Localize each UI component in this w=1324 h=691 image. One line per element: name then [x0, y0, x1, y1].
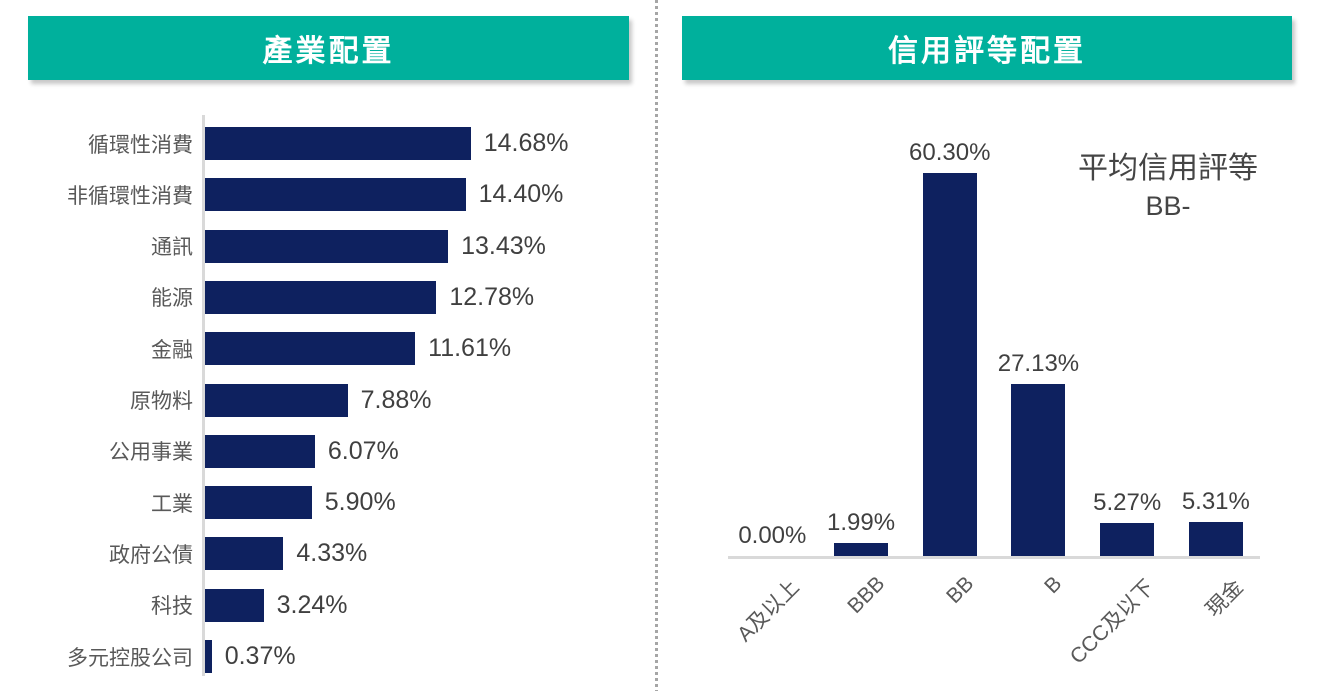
average-rating-label: 平均信用評等: [1078, 152, 1258, 185]
industry-value-label: 3.24%: [276, 590, 348, 619]
industry-bar: [205, 229, 449, 263]
industry-category-label: 工業: [151, 492, 193, 516]
rating-bar: [922, 173, 977, 556]
industry-category-label: 多元控股公司: [67, 646, 193, 670]
industry-category-label: 能源: [151, 287, 193, 311]
industry-category-label: 科技: [151, 595, 193, 619]
industry-category-label: 政府公債: [109, 543, 193, 567]
average-rating-value: BB-: [1145, 191, 1191, 221]
industry-category-label: 非循環性消費: [67, 184, 193, 208]
credit-rating-header: 信用評等配置: [682, 16, 1292, 80]
panel-divider: [655, 0, 658, 691]
industry-value-label: 0.37%: [224, 642, 296, 670]
rating-value-label: 27.13%: [997, 349, 1080, 377]
industry-value-label: 12.78%: [449, 282, 535, 311]
industry-allocation-header: 產業配置: [28, 16, 629, 80]
rating-value-label: 5.27%: [1093, 488, 1162, 516]
rating-bar: [1188, 522, 1243, 556]
industry-row: 通訊 13.43%: [0, 221, 656, 272]
industry-bar: [205, 434, 315, 468]
industry-row: 多元控股公司 0.37%: [0, 631, 656, 682]
rating-value-label: 0.00%: [738, 522, 807, 549]
industry-row: 循環性消費 14.68%: [0, 118, 656, 169]
industry-chart-axis-line: [202, 115, 205, 676]
industry-row: 科技 3.24%: [0, 580, 656, 631]
industry-category-label: 通訊: [151, 236, 193, 260]
industry-bar: [205, 537, 284, 571]
industry-value-label: 14.40%: [478, 180, 564, 209]
industry-bar: [205, 588, 264, 622]
industry-value-label: 11.61%: [428, 334, 512, 363]
industry-row: 公用事業 6.07%: [0, 426, 656, 477]
industry-value-label: 7.88%: [360, 385, 432, 414]
rating-value-label: 60.30%: [909, 139, 991, 167]
industry-bar: [205, 486, 312, 520]
industry-value-label: 5.90%: [324, 488, 396, 517]
industry-value-label: 14.68%: [483, 129, 569, 157]
industry-category-label: 金融: [151, 338, 193, 362]
industry-value-label: 13.43%: [461, 231, 546, 260]
industry-row: 政府公債 4.33%: [0, 528, 656, 579]
industry-row: 金融 11.61%: [0, 323, 656, 374]
industry-row: 工業 5.90%: [0, 477, 656, 528]
credit-rating-title: 信用評等配置: [888, 35, 1086, 68]
industry-bar: [205, 280, 437, 314]
industry-bar: [205, 127, 471, 160]
industry-allocation-title: 產業配置: [262, 35, 395, 68]
industry-bar: [205, 178, 466, 212]
rating-bar: [1011, 383, 1066, 556]
rating-chart-baseline: [728, 556, 1260, 559]
industry-category-label: 公用事業: [109, 441, 193, 465]
industry-bar: [205, 383, 348, 417]
industry-category-label: 循環性消費: [88, 133, 193, 157]
industry-bar: [205, 640, 212, 673]
industry-value-label: 4.33%: [296, 539, 368, 568]
industry-row: 非循環性消費 14.40%: [0, 169, 656, 220]
industry-row: 能源 12.78%: [0, 272, 656, 323]
industry-value-label: 6.07%: [327, 436, 399, 465]
rating-bar: [834, 543, 889, 556]
industry-category-label: 原物料: [130, 390, 193, 413]
rating-bar: [1100, 522, 1155, 556]
rating-value-label: 5.31%: [1181, 488, 1250, 516]
rating-value-label: 1.99%: [827, 509, 896, 537]
industry-bar: [205, 332, 416, 366]
industry-row: 原物料 7.88%: [0, 375, 656, 426]
average-rating-annotation: 平均信用評等 BB-: [1020, 150, 1316, 224]
